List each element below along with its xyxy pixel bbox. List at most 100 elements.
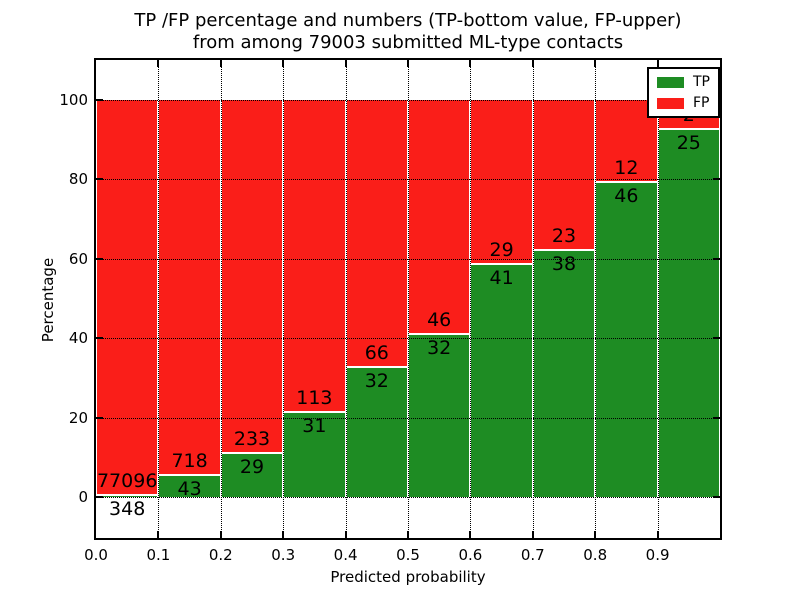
chart-title-line1: TP /FP percentage and numbers (TP-bottom… (134, 10, 682, 31)
y-gridline (96, 497, 720, 498)
y-tick-mark-right (713, 416, 720, 419)
y-tick-mark-left (96, 99, 103, 101)
tp-count-label: 25 (676, 132, 701, 155)
y-tick-mark-left (96, 416, 103, 419)
x-tick-label: 0.0 (84, 546, 108, 564)
tp-count-label: 348 (109, 498, 146, 521)
x-tick-mark-bottom (157, 531, 160, 538)
tp-count-label: 38 (551, 252, 577, 275)
fp-count-label: 29 (489, 239, 514, 262)
x-axis-label: Predicted probability (330, 568, 486, 586)
y-gridline (96, 100, 720, 101)
x-tick-mark-top (407, 60, 409, 67)
legend-label-tp: TP (693, 74, 710, 90)
y-gridline (96, 179, 720, 181)
y-gridline (96, 417, 720, 419)
chart-title-line2: from among 79003 submitted ML-type conta… (192, 32, 624, 53)
fp-bar-segment (220, 100, 284, 454)
x-tick-mark-bottom (594, 531, 597, 538)
x-tick-label: 0.8 (583, 546, 608, 564)
x-tick-mark-bottom (282, 531, 285, 538)
fp-red-swatch (657, 97, 684, 109)
x-gridline (345, 60, 347, 538)
fp-bar-segment (345, 100, 408, 368)
fp-bar-segment (408, 100, 471, 335)
tp-count-label: 32 (364, 370, 389, 393)
y-tick-label: 40 (68, 329, 88, 348)
legend-entry-tp: TP (657, 75, 710, 89)
fp-bar-segment (532, 100, 596, 250)
y-tick-mark-left (96, 496, 103, 498)
x-tick-mark-top (282, 60, 285, 67)
x-tick-label: 0.7 (520, 546, 545, 564)
x-tick-mark-bottom (219, 531, 222, 538)
tp-count-label: 41 (489, 267, 514, 290)
fp-count-label: 66 (364, 342, 389, 365)
x-gridline (657, 60, 659, 538)
x-tick-mark-top (656, 60, 659, 67)
legend-label-fp: FP (693, 95, 710, 111)
y-tick-mark-left (96, 257, 103, 260)
tp-count-label: 31 (302, 414, 327, 437)
tp-bar-segment (220, 453, 284, 497)
fp-count-label: 233 (233, 428, 271, 451)
fp-bar-segment (470, 100, 533, 265)
y-tick-mark-right (713, 257, 720, 260)
tp-count-label: 46 (614, 185, 639, 208)
fp-count-label: 77096 (96, 470, 158, 493)
x-gridline (220, 60, 222, 538)
y-tick-label: 0 (78, 488, 88, 506)
y-tick-mark-right (713, 496, 720, 498)
x-tick-mark-top (219, 60, 222, 67)
tp-count-label: 43 (177, 477, 202, 500)
legend-entry-fp: FP (657, 96, 710, 110)
y-tick-label: 20 (68, 408, 88, 427)
tp-bar-segment (532, 249, 596, 497)
plot-area: TP FP 77096 348 718 43 233 29 113 31 66 32 46 32 29 41… (59, 58, 722, 564)
x-gridline (408, 60, 409, 538)
fp-bar-segment (283, 100, 346, 412)
x-tick-mark-bottom (407, 531, 409, 538)
x-tick-label: 0.3 (271, 546, 296, 564)
fp-count-label: 113 (296, 386, 333, 409)
y-tick-mark-right (713, 178, 720, 181)
x-tick-label: 0.4 (333, 546, 358, 564)
y-tick-mark-right (713, 337, 720, 340)
y-tick-mark-left (96, 337, 103, 340)
tp-green-swatch (657, 76, 684, 88)
tp-bar-segment (283, 411, 346, 497)
y-tick-label: 60 (68, 249, 88, 268)
x-tick-label: 0.6 (458, 546, 483, 564)
tp-count-label: 29 (239, 456, 265, 479)
tp-bar-segment (657, 129, 720, 497)
x-tick-mark-top (594, 60, 597, 67)
x-tick-mark-top (157, 60, 160, 67)
x-tick-mark-top (531, 60, 534, 67)
fp-count-label: 718 (171, 449, 208, 472)
fp-bar-segment (96, 100, 159, 496)
x-tick-mark-top (344, 60, 347, 67)
x-tick-label: 0.2 (208, 546, 233, 564)
y-tick-mark-left (96, 178, 103, 181)
x-tick-mark-bottom (656, 531, 659, 538)
y-gridline (96, 338, 720, 340)
y-tick-label: 100 (59, 91, 88, 109)
x-tick-label: 0.5 (396, 546, 420, 564)
x-tick-mark-top (469, 60, 472, 67)
x-tick-mark-bottom (531, 531, 534, 538)
x-gridline (158, 60, 160, 538)
y-gridline (96, 258, 720, 260)
x-gridline (283, 60, 285, 538)
tp-count-label: 32 (427, 337, 452, 360)
tp-bar-segment (595, 182, 658, 497)
x-tick-label: 0.9 (645, 546, 670, 564)
x-tick-label: 0.1 (146, 546, 171, 564)
y-axis-label: Percentage (39, 257, 57, 343)
x-tick-mark-bottom (344, 531, 347, 538)
x-gridline (470, 60, 472, 538)
y-tick-label: 80 (68, 170, 88, 189)
tp-bar-segment (470, 264, 533, 497)
x-gridline (532, 60, 534, 538)
x-gridline (595, 60, 597, 538)
